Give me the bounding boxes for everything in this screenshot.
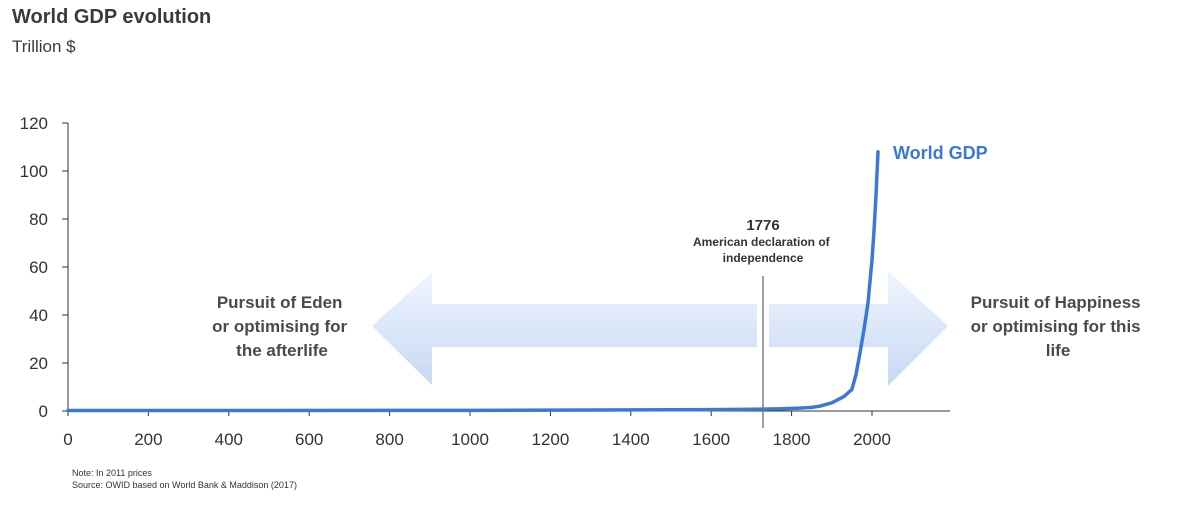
footnote-source: Source: OWID based on World Bank & Maddi…	[72, 480, 297, 490]
x-tick-label: 2000	[853, 430, 891, 449]
left-era-line-1: Pursuit of Eden	[217, 293, 343, 312]
right-era-line-3: life	[1046, 341, 1071, 360]
series-line-world-gdp	[66, 150, 880, 413]
series-layer	[66, 150, 880, 413]
chart-title: World GDP evolution	[12, 6, 212, 28]
event-desc-line-2: independence	[723, 251, 804, 265]
x-tick-label: 1600	[692, 430, 730, 449]
left-era-arrow	[372, 272, 757, 385]
y-tick-label: 40	[29, 306, 48, 325]
x-tick-label: 0	[63, 430, 72, 449]
y-tick-label: 60	[29, 258, 48, 277]
x-tick-label: 400	[215, 430, 243, 449]
right-era-line-2: or optimising for this	[971, 317, 1141, 336]
right-era-label: Pursuit of Happiness or optimising for t…	[971, 293, 1146, 360]
y-tick-label: 0	[39, 402, 48, 421]
y-tick-label: 80	[29, 210, 48, 229]
footnote-note: Note: In 2011 prices	[72, 468, 152, 478]
right-era-line-1: Pursuit of Happiness	[971, 293, 1141, 312]
chart-subtitle: Trillion $	[12, 37, 76, 56]
y-tick-label: 100	[20, 162, 48, 181]
x-tick-label: 1000	[451, 430, 489, 449]
x-tick-label: 200	[134, 430, 162, 449]
x-tick-label: 1400	[612, 430, 650, 449]
left-era-line-2: or optimising for	[212, 317, 347, 336]
x-tick-label: 1800	[773, 430, 811, 449]
y-tick-label: 120	[20, 114, 48, 133]
x-tick-label: 800	[375, 430, 403, 449]
x-tick-label: 600	[295, 430, 323, 449]
right-era-arrow	[769, 271, 948, 386]
x-tick-label: 1200	[531, 430, 569, 449]
series-label-world-gdp: World GDP	[893, 143, 988, 163]
event-year-label: 1776	[746, 217, 779, 234]
event-desc-line-1: American declaration of	[693, 235, 831, 249]
left-era-line-3: the afterlife	[236, 341, 328, 360]
y-tick-label: 20	[29, 354, 48, 373]
event-description: American declaration of independence	[693, 235, 833, 265]
left-era-label: Pursuit of Eden or optimising for the af…	[212, 293, 352, 360]
